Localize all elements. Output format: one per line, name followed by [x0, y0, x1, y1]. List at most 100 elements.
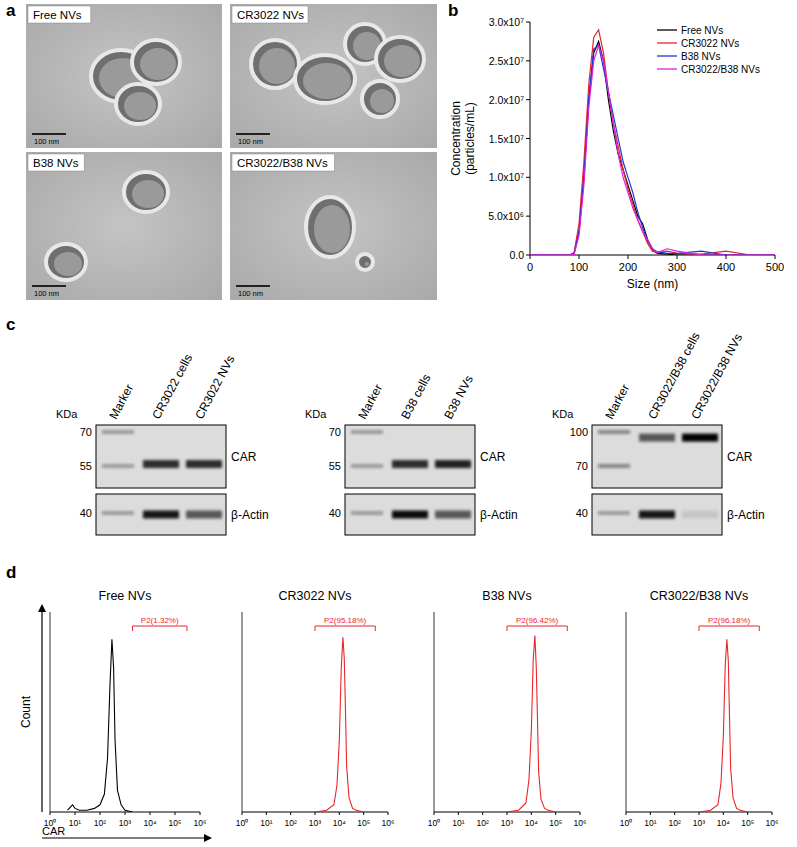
x-tick-label: 10³	[501, 818, 513, 828]
legend-label: Free NVs	[681, 25, 723, 36]
y-tick-label: 2.5x10⁷	[489, 55, 525, 67]
lane-label: Marker	[106, 382, 136, 422]
series-line	[530, 41, 775, 255]
flow-histogram: CR3022/B38 NVs10⁰10¹10²10³10⁴10⁵10⁶P2(96…	[620, 589, 779, 828]
x-tick-label: 10⁰	[44, 818, 56, 828]
flow-histogram: B38 NVs10⁰10¹10²10³10⁴10⁵10⁶P2(96.42%)	[428, 589, 587, 828]
gate-label: P2(96.18%)	[708, 616, 751, 625]
lane-label: Marker	[602, 382, 632, 422]
blot: KDaMarkerCR3022/B38 cellsCR3022/B38 NVs1…	[552, 330, 765, 535]
histogram-line	[315, 637, 364, 812]
blot: KDaMarkerB38 cellsB38 NVs7055CAR40β-Acti…	[305, 372, 518, 535]
x-tick-label: 10⁴	[717, 818, 730, 828]
blot-box	[592, 425, 722, 488]
tem-label: B38 NVs	[33, 157, 79, 169]
vesicle	[295, 55, 355, 103]
vesicle-core	[132, 180, 164, 208]
x-tick-label: 10⁰	[620, 818, 632, 828]
x-tick	[175, 812, 176, 815]
x-tick	[242, 812, 243, 815]
x-tick	[388, 812, 389, 815]
x-tick-label: 10⁴	[525, 818, 538, 828]
y-tick	[526, 255, 530, 256]
histogram-title: CR3022 NVs	[279, 589, 352, 603]
tem-image: B38 NVs100 nm	[26, 152, 222, 300]
histogram-title: B38 NVs	[482, 589, 531, 603]
vesicle-core	[124, 92, 156, 120]
tem-image: CR3022 NVs100 nm	[230, 4, 437, 148]
x-tick-label: 10³	[693, 818, 705, 828]
tem-label-box	[28, 154, 84, 171]
x-tick	[677, 255, 678, 259]
legend-swatch	[657, 68, 677, 69]
vesicle-core	[259, 48, 295, 84]
lane-label: B38 NVs	[441, 373, 476, 421]
vesicle-core	[140, 48, 176, 80]
row-label: CAR	[480, 450, 506, 464]
ladder-band	[598, 430, 630, 434]
x-tick-label: 10³	[309, 818, 321, 828]
lane-label: CR3022 cells	[149, 352, 195, 422]
plot-area	[67, 639, 132, 812]
arrow-head	[204, 834, 212, 842]
ladder-band	[102, 430, 134, 434]
y-tick	[526, 216, 530, 217]
legend-label: B38 NVs	[681, 51, 720, 62]
legend-swatch	[657, 29, 677, 30]
vesicle	[116, 84, 160, 124]
tem-label: CR3022 NVs	[237, 9, 304, 21]
vesicle	[132, 40, 180, 84]
y-tick-label: 5.0x10⁶	[488, 210, 524, 222]
gate-label: P2(96.42%)	[516, 616, 559, 625]
plot-area	[699, 639, 748, 812]
x-arrow	[42, 837, 204, 838]
vesicle-core	[314, 205, 350, 253]
x-tick	[150, 812, 151, 815]
y-tick	[526, 22, 530, 23]
x-tick	[579, 255, 580, 259]
panel-letter: b	[448, 1, 458, 20]
series-line	[530, 30, 775, 255]
band	[682, 511, 718, 519]
marker-label: 70	[80, 426, 92, 438]
scale-bar-label: 100 nm	[238, 289, 263, 298]
blot-box	[345, 425, 475, 488]
x-tick	[726, 255, 727, 259]
gate	[507, 626, 567, 631]
tem-label: Free NVs	[33, 9, 82, 21]
x-tick-label: 10¹	[260, 818, 272, 828]
tem-image: CR3022/B38 NVs100 nm	[230, 152, 437, 300]
x-tick-label: 10⁰	[428, 818, 440, 828]
band	[639, 511, 675, 519]
marker-label: 40	[329, 507, 341, 519]
scale-bar	[236, 285, 270, 287]
ladder-band	[102, 511, 134, 515]
y-arrow	[41, 606, 42, 812]
lane-label: Marker	[355, 382, 385, 422]
panel-letter: a	[6, 1, 16, 20]
y-tick-label: 1.5x10⁷	[489, 133, 525, 145]
x-tick-label: 10¹	[644, 818, 656, 828]
histogram-line	[67, 639, 132, 812]
row-label: β-Actin	[727, 508, 765, 522]
x-tick-label: 10⁶	[574, 818, 587, 828]
x-tick-label: 300	[668, 261, 686, 273]
x-tick	[507, 812, 508, 815]
x-tick	[339, 812, 340, 815]
ladder-band	[102, 464, 134, 468]
panel-letter: c	[6, 315, 15, 334]
x-tick	[626, 812, 627, 815]
band	[143, 460, 179, 468]
vesicle	[357, 254, 373, 270]
marker-label: 40	[576, 507, 588, 519]
tem-image: Free NVs100 nm	[26, 4, 222, 148]
x-tick-label: 10⁴	[333, 818, 346, 828]
ladder-band	[598, 511, 630, 515]
y-axis	[434, 612, 435, 812]
band	[186, 511, 222, 519]
x-tick	[723, 812, 724, 815]
blot-box	[96, 494, 226, 535]
marker-label: 55	[329, 460, 341, 472]
histogram-line	[699, 639, 748, 812]
marker-label: 70	[329, 426, 341, 438]
